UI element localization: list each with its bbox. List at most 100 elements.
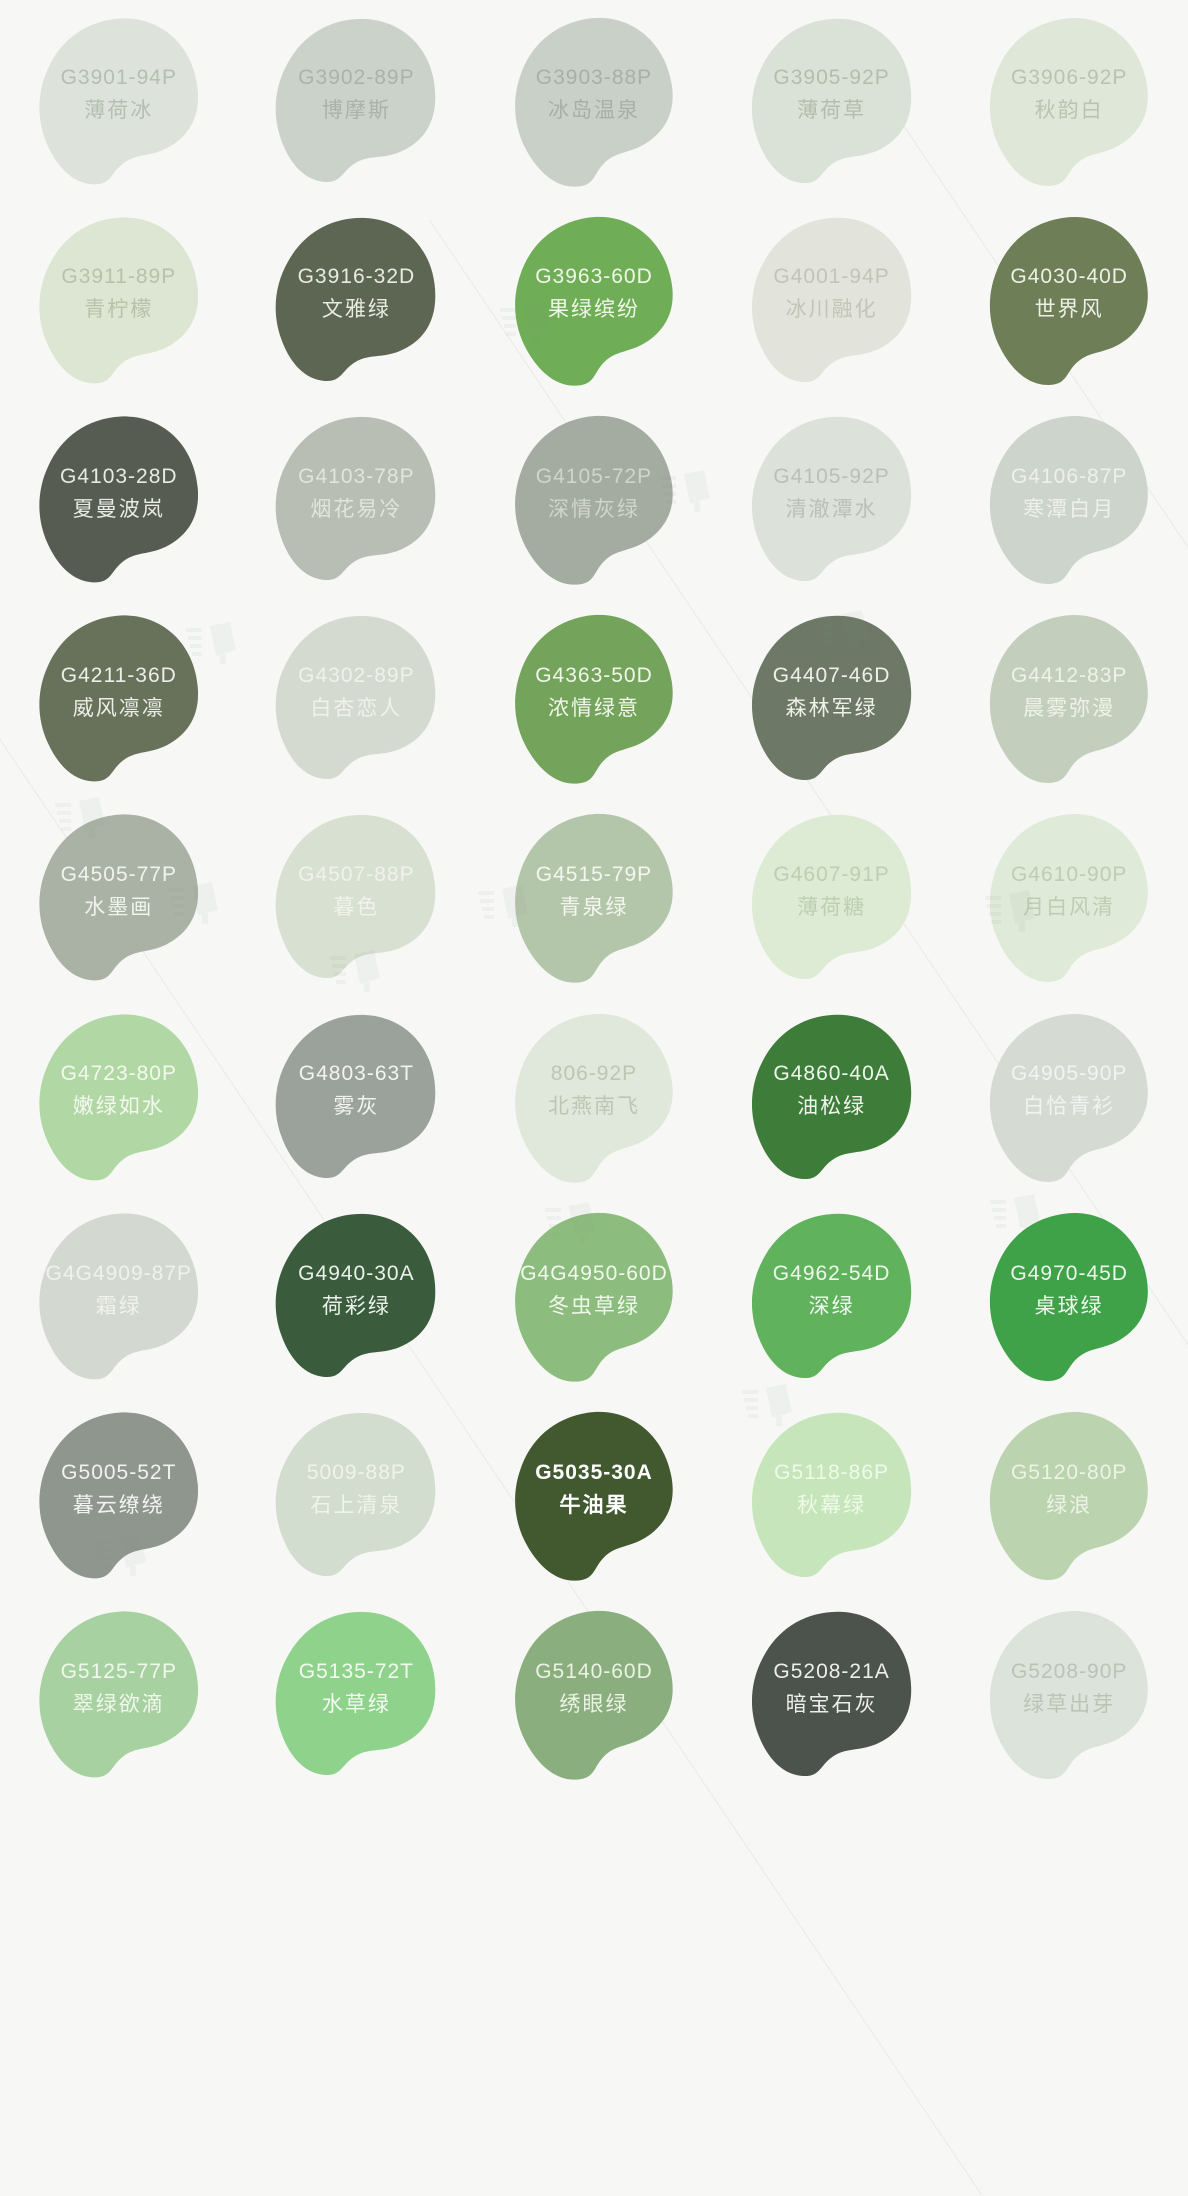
blob-shape-icon [751, 615, 911, 781]
swatch-label: G4302-89P 白杏恋人 [298, 665, 414, 719]
swatch-label: 806-92P 北燕南飞 [548, 1063, 640, 1117]
swatch-label: G5120-80P 绿浪 [1011, 1462, 1127, 1516]
color-swatch[interactable]: G4803-63T 雾灰 [262, 1007, 450, 1185]
color-swatch[interactable]: G4G4909-87P 霜绿 [25, 1206, 213, 1384]
color-swatch[interactable]: G3911-89P 青柠檬 [25, 210, 213, 388]
blob-shape-icon [990, 814, 1148, 983]
color-swatch[interactable]: G4103-28D 夏曼波岚 [25, 409, 213, 587]
swatch-code: G3963-60D [535, 265, 653, 289]
swatch-code: G5120-80P [1010, 1460, 1128, 1484]
color-swatch[interactable]: G4723-80P 嫩绿如水 [25, 1007, 213, 1185]
color-swatch[interactable]: G5208-21A 暗宝石灰 [738, 1604, 926, 1782]
color-swatch[interactable]: G4860-40A 油松绿 [738, 1007, 926, 1185]
color-swatch[interactable]: G4962-54D 深绿 [738, 1206, 926, 1384]
color-swatch[interactable]: G4105-92P 清澈潭水 [738, 409, 926, 587]
color-swatch[interactable]: G4106-87P 寒潭白月 [975, 409, 1163, 587]
color-swatch[interactable]: G4610-90P 月白风清 [975, 807, 1163, 985]
color-swatch[interactable]: 806-92P 北燕南飞 [500, 1007, 688, 1185]
swatch-cell: G4962-54D 深绿 [713, 1195, 951, 1394]
color-swatch[interactable]: G4412-83P 晨雾弥漫 [975, 608, 1163, 786]
swatch-cell: G3911-89P 青柠檬 [0, 199, 238, 398]
swatch-code: G4507-88P [298, 863, 415, 887]
blob-shape-icon [751, 1412, 911, 1578]
color-swatch[interactable]: G3916-32D 文雅绿 [262, 210, 450, 388]
swatch-label: G4363-50D 浓情绿意 [535, 665, 653, 719]
swatch-label: G5208-90P 绿草出芽 [1011, 1661, 1127, 1715]
swatch-name: 桌球绿 [1034, 1294, 1104, 1318]
blob-shape-icon [515, 814, 673, 984]
blob-shape-icon [515, 415, 673, 585]
swatch-name: 秋幕绿 [797, 1493, 867, 1517]
swatch-cell: G4412-83P 晨雾弥漫 [950, 598, 1188, 797]
color-swatch[interactable]: G3902-89P 博摩斯 [262, 11, 450, 189]
swatch-label: 5009-88P 石上清泉 [307, 1462, 406, 1516]
swatch-name: 嫩绿如水 [72, 1095, 165, 1119]
color-swatch[interactable]: G5120-80P 绿浪 [975, 1405, 1163, 1583]
swatch-label: G4211-36D 威风凛凛 [61, 665, 177, 719]
blob-shape-icon [990, 216, 1148, 385]
color-swatch[interactable]: G5035-30A 牛油果 [500, 1405, 688, 1583]
color-swatch[interactable]: G4302-89P 白杏恋人 [262, 608, 450, 786]
swatch-code: G4860-40A [773, 1062, 890, 1086]
color-swatch[interactable]: G4001-94P 冰川融化 [738, 210, 926, 388]
swatch-name: 翠绿欲滴 [72, 1693, 165, 1717]
color-swatch[interactable]: G4905-90P 白恰青衫 [975, 1007, 1163, 1185]
color-swatch[interactable]: G4030-40D 世界风 [975, 210, 1163, 388]
color-swatch[interactable]: G5135-72T 水草绿 [262, 1604, 450, 1782]
color-swatch[interactable]: G4940-30A 荷彩绿 [262, 1206, 450, 1384]
blob-shape-icon [751, 1612, 911, 1777]
blob-shape-icon [515, 17, 673, 187]
color-swatch[interactable]: G4505-77P 水墨画 [25, 807, 213, 985]
color-swatch[interactable]: G4607-91P 薄荷糖 [738, 807, 926, 985]
color-swatch[interactable]: G4G4950-60D 冬虫草绿 [500, 1206, 688, 1384]
color-swatch[interactable]: G4515-79P 青泉绿 [500, 807, 688, 985]
color-swatch[interactable]: G4211-36D 威风凛凛 [25, 608, 213, 786]
blob-shape-icon [990, 416, 1148, 584]
swatch-name: 浓情绿意 [547, 696, 640, 720]
blob-shape-icon [276, 616, 436, 780]
color-swatch[interactable]: G5208-90P 绿草出芽 [975, 1604, 1163, 1782]
blob-shape-icon [751, 18, 911, 183]
color-swatch[interactable]: G3905-92P 薄荷草 [738, 11, 926, 189]
color-swatch[interactable]: G4507-88P 暮色 [262, 807, 450, 985]
swatch-label: G4103-28D 夏曼波岚 [60, 466, 178, 520]
swatch-cell: G4610-90P 月白风清 [950, 797, 1188, 996]
color-swatch[interactable]: G3903-88P 冰岛温泉 [500, 11, 688, 189]
swatch-cell: G5005-52T 暮云缭绕 [0, 1395, 238, 1594]
color-swatch[interactable]: G3906-92P 秋韵白 [975, 11, 1163, 189]
swatch-code: G4363-50D [535, 663, 653, 687]
swatch-cell: G3963-60D 果绿缤纷 [475, 199, 713, 398]
color-swatch[interactable]: G4970-45D 桌球绿 [975, 1206, 1163, 1384]
color-swatch[interactable]: G5005-52T 暮云缭绕 [25, 1405, 213, 1583]
swatch-code: G3906-92P [1010, 66, 1128, 90]
swatch-label: G4940-30A 荷彩绿 [298, 1263, 414, 1317]
swatch-code: G4723-80P [60, 1062, 178, 1086]
color-swatch[interactable]: G3963-60D 果绿缤纷 [500, 210, 688, 388]
swatch-name: 薄荷草 [797, 99, 867, 123]
blob-shape-icon [751, 1014, 911, 1179]
swatch-name: 青柠檬 [84, 298, 154, 322]
swatch-name: 冰岛温泉 [547, 99, 640, 123]
color-swatch[interactable]: G3901-94P 薄荷冰 [25, 11, 213, 189]
color-swatch[interactable]: G5118-86P 秋幕绿 [738, 1405, 926, 1583]
blob-shape-icon [276, 217, 436, 381]
swatch-label: G4507-88P 暮色 [298, 864, 414, 918]
swatch-label: G4905-90P 白恰青衫 [1011, 1063, 1127, 1117]
swatch-cell: G4940-30A 荷彩绿 [238, 1195, 476, 1394]
swatch-label: G5118-86P 秋幕绿 [774, 1462, 889, 1516]
blob-shape-icon [990, 1412, 1148, 1581]
color-swatch[interactable]: G4363-50D 浓情绿意 [500, 608, 688, 786]
swatch-cell: G4860-40A 油松绿 [713, 996, 951, 1195]
swatch-label: G3963-60D 果绿缤纷 [535, 266, 653, 320]
color-swatch[interactable]: G5140-60D 绣眼绿 [500, 1604, 688, 1782]
color-swatch[interactable]: G4407-46D 森林军绿 [738, 608, 926, 786]
color-swatch[interactable]: G5125-77P 翠绿欲滴 [25, 1604, 213, 1782]
swatch-name: 薄荷冰 [84, 99, 154, 123]
blob-shape-icon [276, 417, 436, 581]
color-swatch[interactable]: G4103-78P 烟花易冷 [262, 409, 450, 587]
swatch-cell: G4723-80P 嫩绿如水 [0, 996, 238, 1195]
color-swatch[interactable]: G4105-72P 深情灰绿 [500, 409, 688, 587]
swatch-name: 暗宝石灰 [785, 1693, 878, 1717]
blob-shape-icon [39, 416, 198, 583]
color-swatch[interactable]: 5009-88P 石上清泉 [262, 1405, 450, 1583]
